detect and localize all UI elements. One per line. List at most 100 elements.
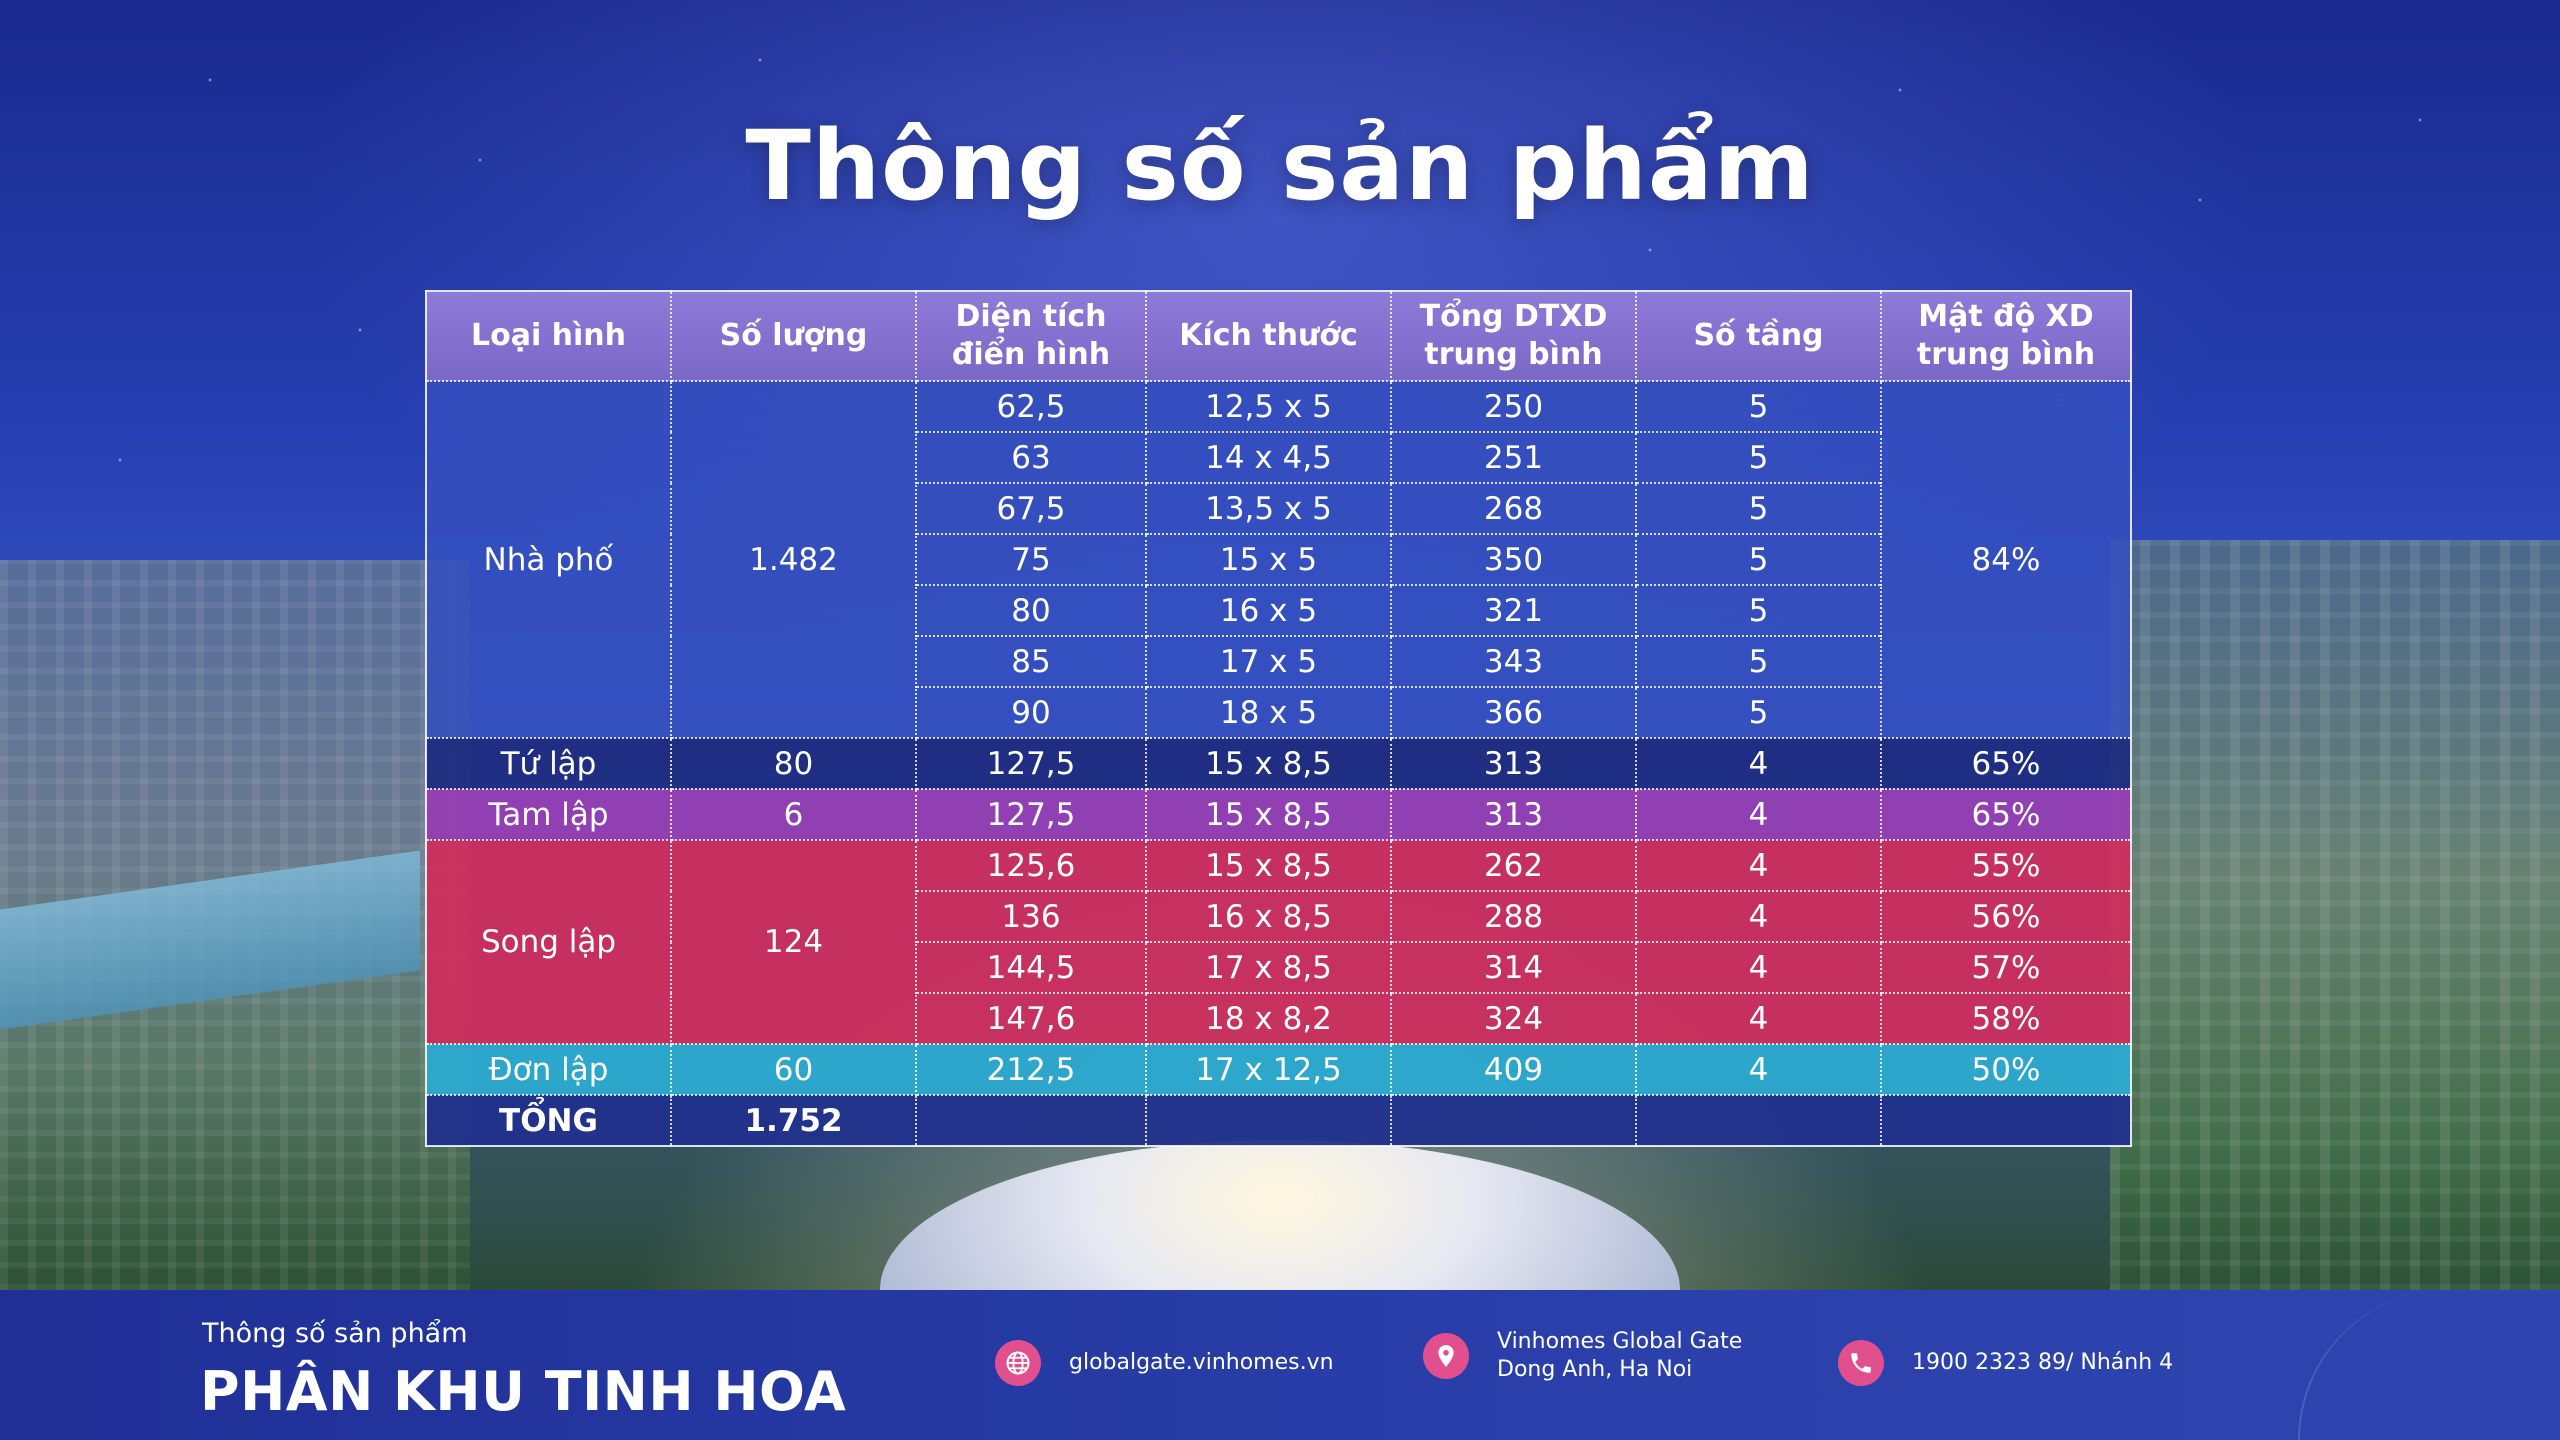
cell-count: 60 <box>670 1043 917 1096</box>
cell-size: 16 x 5 <box>1145 584 1392 637</box>
cell-area: 144,5 <box>915 941 1147 994</box>
table-row: Tam lập 6 127,5 15 x 8,5 313 4 65% <box>425 788 2132 841</box>
cell-density: 84% <box>1880 380 2132 739</box>
cell-type: Tam lập <box>425 788 672 841</box>
header-cell-type: Loại hình <box>425 290 672 382</box>
table-row: Song lập 124 125,6 15 x 8,5 262 4 55% <box>425 839 2132 1045</box>
website-link[interactable]: globalgate.vinhomes.vn <box>995 1340 1334 1386</box>
cell-size: 13,5 x 5 <box>1145 482 1392 535</box>
cell-floors: 5 <box>1635 431 1882 484</box>
location-line-1: Vinhomes Global Gate <box>1497 1329 1743 1354</box>
cell-type: Đơn lập <box>425 1043 672 1096</box>
cell-area: 125,6 <box>915 839 1147 892</box>
page-title: Thông số sản phẩm <box>745 110 1815 222</box>
cell-empty <box>1390 1094 1637 1147</box>
product-spec-table: Loại hình Số lượng Diện tích điển hình Kí… <box>425 290 2132 1147</box>
cell-count: 6 <box>670 788 917 841</box>
cell-type: Song lập <box>425 839 672 1045</box>
website-text: globalgate.vinhomes.vn <box>1069 1350 1334 1375</box>
cell-area: 136 <box>915 890 1147 943</box>
cell-gfa: 288 <box>1390 890 1637 943</box>
cell-empty <box>1880 1094 2132 1147</box>
table-header-row: Loại hình Số lượng Diện tích điển hình Kí… <box>425 290 2132 382</box>
cell-size: 15 x 8,5 <box>1145 737 1392 790</box>
cell-size: 15 x 8,5 <box>1145 788 1392 841</box>
header-cell-area: Diện tích điển hình <box>915 290 1147 382</box>
cell-size: 14 x 4,5 <box>1145 431 1392 484</box>
cell-density: 56% <box>1880 890 2132 943</box>
cell-count: 1.482 <box>670 380 917 739</box>
cell-area: 127,5 <box>915 737 1147 790</box>
cell-type: Tứ lập <box>425 737 672 790</box>
cell-floors: 4 <box>1635 788 1882 841</box>
table-row: 80 16 x 5 321 5 <box>426 584 2131 637</box>
footer-bar: Thông số sản phẩm PHÂN KHU TINH HOA glob… <box>0 1290 2560 1440</box>
cell-density: 58% <box>1880 992 2132 1045</box>
cell-gfa: 409 <box>1390 1043 1637 1096</box>
cell-size: 17 x 8,5 <box>1145 941 1392 994</box>
cell-gfa: 350 <box>1390 533 1637 586</box>
cell-empty <box>1145 1094 1392 1147</box>
cell-size: 18 x 5 <box>1145 686 1392 739</box>
cell-area: 85 <box>915 635 1147 688</box>
location-pin-icon <box>1423 1333 1469 1379</box>
cell-area: 90 <box>915 686 1147 739</box>
cell-area: 67,5 <box>915 482 1147 535</box>
cell-floors: 4 <box>1635 839 1882 892</box>
cell-size: 16 x 8,5 <box>1145 890 1392 943</box>
cell-empty <box>1635 1094 1882 1147</box>
city-illustration-right <box>2110 540 2560 1290</box>
cell-gfa: 343 <box>1390 635 1637 688</box>
header-cell-floors: Số tầng <box>1635 290 1882 382</box>
cell-floors: 4 <box>1635 992 1882 1045</box>
cell-area: 62,5 <box>915 380 1147 433</box>
cell-density: 65% <box>1880 788 2132 841</box>
cell-area: 80 <box>915 584 1147 637</box>
cell-gfa: 314 <box>1390 941 1637 994</box>
cell-gfa: 268 <box>1390 482 1637 535</box>
cell-area: 212,5 <box>915 1043 1147 1096</box>
cell-gfa: 366 <box>1390 686 1637 739</box>
table-row: Đơn lập 60 212,5 17 x 12,5 409 4 50% <box>425 1043 2132 1096</box>
cell-gfa: 251 <box>1390 431 1637 484</box>
footer-main-title: PHÂN KHU TINH HOA <box>200 1360 847 1423</box>
cell-floors: 5 <box>1635 533 1882 586</box>
cell-size: 17 x 5 <box>1145 635 1392 688</box>
cell-area: 127,5 <box>915 788 1147 841</box>
cell-gfa: 262 <box>1390 839 1637 892</box>
cell-count: 124 <box>670 839 917 1045</box>
cell-floors: 4 <box>1635 890 1882 943</box>
cell-size: 12,5 x 5 <box>1145 380 1392 433</box>
header-cell-density: Mật độ XD trung bình <box>1880 290 2132 382</box>
header-cell-size: Kích thước <box>1145 290 1392 382</box>
cell-area: 75 <box>915 533 1147 586</box>
cell-type: Nhà phố <box>425 380 672 739</box>
header-cell-count: Số lượng <box>670 290 917 382</box>
cell-density: 65% <box>1880 737 2132 790</box>
cell-size: 15 x 8,5 <box>1145 839 1392 892</box>
table-row: 85 17 x 5 343 5 <box>426 635 2131 688</box>
table-row: 144,5 17 x 8,5 314 4 57% <box>426 941 2132 994</box>
table-row: 90 18 x 5 366 5 <box>426 686 2131 739</box>
cell-density: 50% <box>1880 1043 2132 1096</box>
cell-size: 17 x 12,5 <box>1145 1043 1392 1096</box>
cell-count: 80 <box>670 737 917 790</box>
cell-total-label: TỔNG <box>425 1094 672 1147</box>
cell-floors: 4 <box>1635 1043 1882 1096</box>
cell-size: 15 x 5 <box>1145 533 1392 586</box>
cell-floors: 5 <box>1635 482 1882 535</box>
footer-subtitle: Thông số sản phẩm <box>202 1318 468 1349</box>
cell-floors: 4 <box>1635 941 1882 994</box>
phone-icon <box>1838 1340 1884 1386</box>
cell-floors: 4 <box>1635 737 1882 790</box>
cell-gfa: 321 <box>1390 584 1637 637</box>
cell-empty <box>915 1094 1147 1147</box>
cell-gfa: 250 <box>1390 380 1637 433</box>
cell-floors: 5 <box>1635 635 1882 688</box>
cell-area: 63 <box>915 431 1147 484</box>
cell-total-count: 1.752 <box>670 1094 917 1147</box>
cell-density: 55% <box>1880 839 2132 892</box>
location-info: Vinhomes Global Gate Dong Anh, Ha Noi <box>1423 1328 1742 1384</box>
phone-link[interactable]: 1900 2323 89/ Nhánh 4 <box>1838 1340 2173 1386</box>
cell-floors: 5 <box>1635 686 1882 739</box>
